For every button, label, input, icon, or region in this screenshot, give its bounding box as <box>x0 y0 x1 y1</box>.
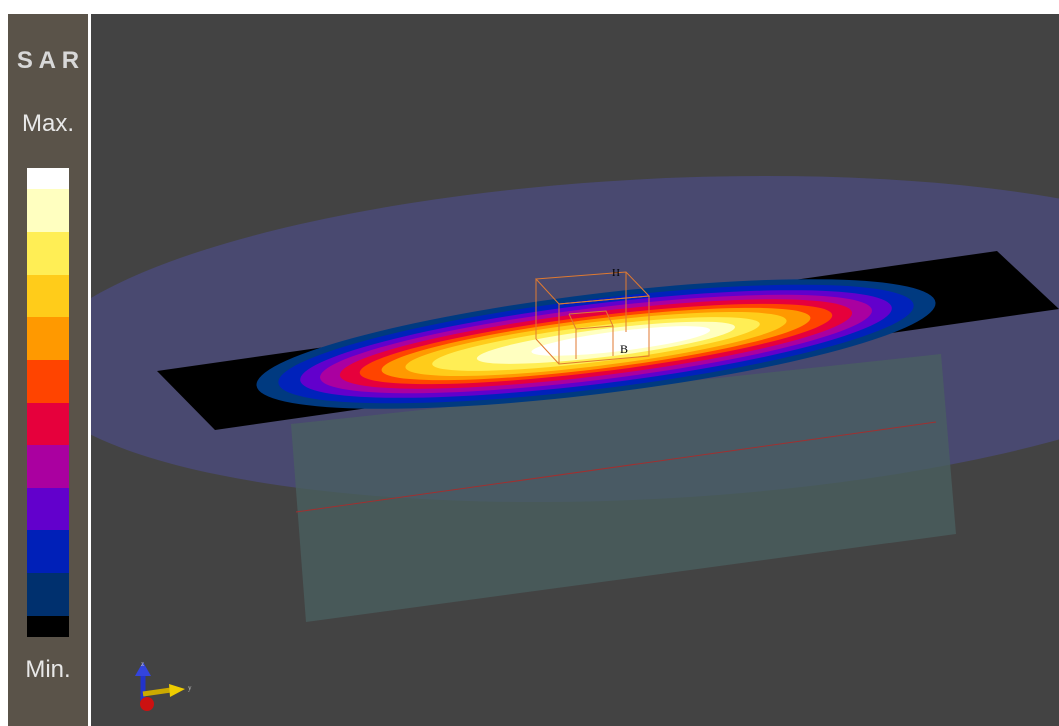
axis-triad: z y <box>135 660 192 711</box>
ground-plane <box>291 354 956 622</box>
probe-label: H <box>612 267 620 279</box>
sar-distribution <box>256 279 936 409</box>
axis-label: y <box>188 684 192 692</box>
antenna-box <box>534 271 651 365</box>
legend-panel: S A R Max. Min. <box>8 14 88 726</box>
legend-title: S A R <box>16 47 80 74</box>
color-bar <box>27 168 69 638</box>
probe-label: B <box>620 342 628 356</box>
min-label: Min. <box>25 656 71 683</box>
axis-line <box>295 421 937 513</box>
axis-label: z <box>141 660 144 668</box>
3d-viewport: H B z y <box>31 14 1059 726</box>
max-label: Max. <box>21 110 74 137</box>
scene: H B z y <box>31 175 1059 711</box>
